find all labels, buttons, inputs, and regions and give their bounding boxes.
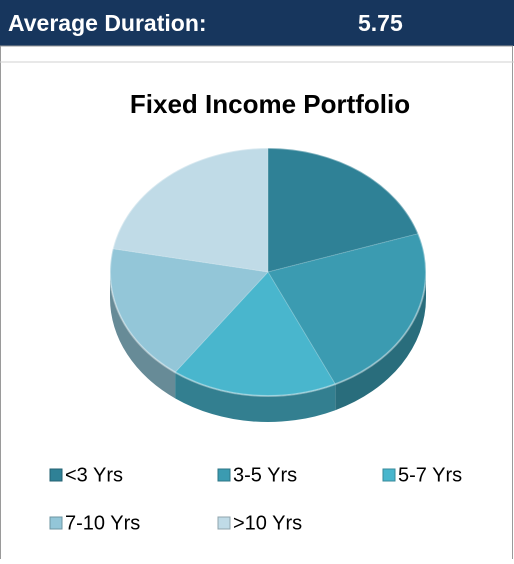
legend-swatch [217, 468, 231, 482]
legend-swatch [382, 468, 396, 482]
slice-side [335, 272, 426, 411]
legend: <3 Yrs 3-5 Yrs 5-7 Yrs 7-10 Yrs >10 Yrs [49, 464, 462, 534]
legend-label: >10 Yrs [233, 512, 302, 534]
panel-border [0, 45, 513, 564]
pie [109, 147, 427, 422]
header-bar [0, 0, 514, 46]
slice-side [110, 272, 176, 399]
legend-swatch [217, 516, 231, 530]
legend-swatch [49, 468, 63, 482]
legend-label: 5-7 Yrs [398, 464, 462, 486]
header-value: 5.75 [358, 10, 403, 36]
slice [267, 147, 419, 273]
pie-rim [109, 147, 427, 397]
legend-label: 7-10 Yrs [65, 512, 140, 534]
legend-label: 3-5 Yrs [233, 464, 297, 486]
chart-title: Fixed Income Portfolio [130, 89, 410, 119]
legend-label: <3 Yrs [65, 464, 123, 486]
slice-side [175, 372, 336, 422]
slice [267, 233, 427, 385]
legend-swatch [49, 516, 63, 530]
slice [174, 271, 337, 397]
slice [112, 147, 269, 273]
header-label: Average Duration: [8, 10, 207, 36]
slice [109, 248, 270, 373]
